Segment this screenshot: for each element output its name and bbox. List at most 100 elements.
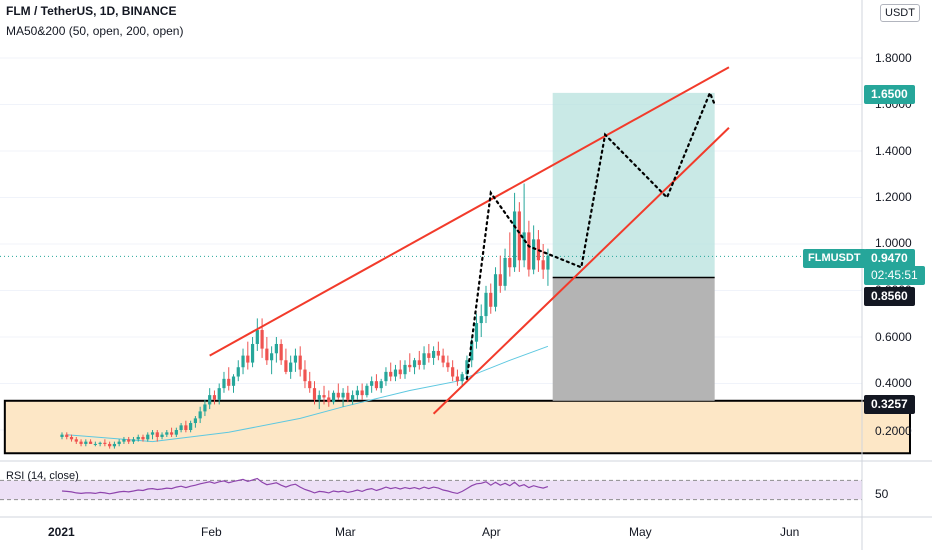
indicator-label: MA50&200 (50, open, 200, open) (6, 24, 184, 38)
projection-path (465, 90, 716, 380)
candle-body (74, 439, 78, 442)
candle-body (379, 381, 383, 389)
rsi-band (0, 480, 862, 500)
candle-body (274, 343, 278, 354)
candle-body (436, 350, 440, 356)
symbol-tag: FLMUSDT (803, 249, 866, 268)
candle-body (441, 355, 445, 363)
candle-body (69, 436, 74, 440)
candle-body (169, 432, 174, 435)
candle-body (150, 432, 155, 435)
candle-body (351, 395, 355, 400)
candle-body (93, 443, 97, 445)
candle-body (489, 292, 493, 307)
candle-body (174, 430, 178, 435)
time-tick: Jun (780, 525, 800, 539)
candle-body (255, 330, 259, 344)
target-price-tag: 1.6500 (864, 85, 915, 104)
candle-body (498, 274, 502, 286)
candle-body (355, 390, 359, 396)
candle-body (484, 292, 488, 317)
candle-body (331, 392, 336, 403)
candle-body (103, 442, 107, 444)
candle-body (270, 353, 274, 361)
candle-body (512, 211, 517, 268)
rsi-line (61, 477, 549, 495)
candle-body (374, 381, 379, 389)
candle-body (546, 255, 550, 270)
candle-body (365, 385, 369, 396)
candle-body (250, 343, 255, 363)
candle-body (227, 378, 231, 386)
currency-selector[interactable]: USDT (880, 4, 920, 22)
candle-body (503, 257, 507, 286)
ma50-line (66, 345, 549, 443)
candle-body (60, 434, 64, 437)
candle-body (455, 376, 460, 382)
candle-body (222, 378, 226, 389)
candle-body (312, 388, 317, 400)
price-tick: 1.0000 (875, 236, 912, 250)
candle-body (217, 388, 221, 400)
candle-body (451, 367, 455, 377)
time-tick: 2021 (48, 525, 75, 539)
candle-body (241, 355, 245, 368)
candle-body (370, 381, 374, 386)
candle-body (541, 260, 545, 270)
candle-body (527, 232, 531, 270)
candle-body (293, 355, 298, 363)
candle-body (408, 364, 412, 368)
candle-body (112, 443, 117, 447)
price-tick: 1.4000 (875, 144, 912, 158)
price-tick: 0.2000 (875, 424, 912, 438)
candle-body (508, 257, 512, 268)
last-price-tag: 0.9470 (864, 249, 915, 268)
candle-body (146, 434, 150, 440)
entry-price-tag: 0.8560 (864, 287, 915, 306)
price-tick: 0.4000 (875, 376, 912, 390)
price-tick: 1.2000 (875, 190, 912, 204)
candle-body (246, 355, 250, 363)
candle-body (79, 441, 83, 444)
candle-body (117, 441, 121, 444)
candle-body (155, 432, 159, 437)
candle-body (279, 343, 283, 361)
candle-body (65, 434, 69, 437)
stop-zone (552, 277, 715, 401)
candle-body (446, 362, 450, 368)
candle-body (412, 360, 417, 368)
candle-body (470, 341, 474, 361)
candle-body (260, 330, 264, 349)
candle-body (203, 404, 207, 412)
candle-body (160, 434, 164, 437)
candle-body (517, 211, 521, 261)
candle-body (193, 418, 197, 424)
candle-body (298, 355, 302, 370)
time-tick: Apr (482, 525, 501, 539)
candle-body (131, 439, 136, 442)
chart-title: FLM / TetherUS, 1D, BINANCE (6, 4, 177, 18)
candle-body (284, 360, 288, 372)
candle-body (327, 397, 331, 403)
support-zone (3, 399, 911, 455)
candle-body (179, 425, 183, 430)
trendline-upper (209, 66, 730, 357)
candle-body (88, 441, 93, 444)
candle-body (265, 348, 269, 361)
rsi-label: RSI (14, close) (6, 470, 79, 482)
candle-body (474, 323, 479, 342)
candle-body (336, 392, 340, 398)
target-zone (552, 92, 715, 278)
candle-body (122, 439, 126, 442)
price-tick: 0.6000 (875, 330, 912, 344)
countdown-tag: 02:45:51 (864, 266, 925, 285)
candle-body (465, 360, 469, 375)
candle-body (108, 443, 112, 447)
candle-body (431, 350, 436, 358)
trendline-lower (432, 127, 730, 415)
candle-body (165, 432, 169, 435)
candle-body (212, 395, 217, 400)
candle-body (136, 436, 140, 440)
candle-body (427, 353, 431, 358)
candle-body (231, 376, 236, 386)
